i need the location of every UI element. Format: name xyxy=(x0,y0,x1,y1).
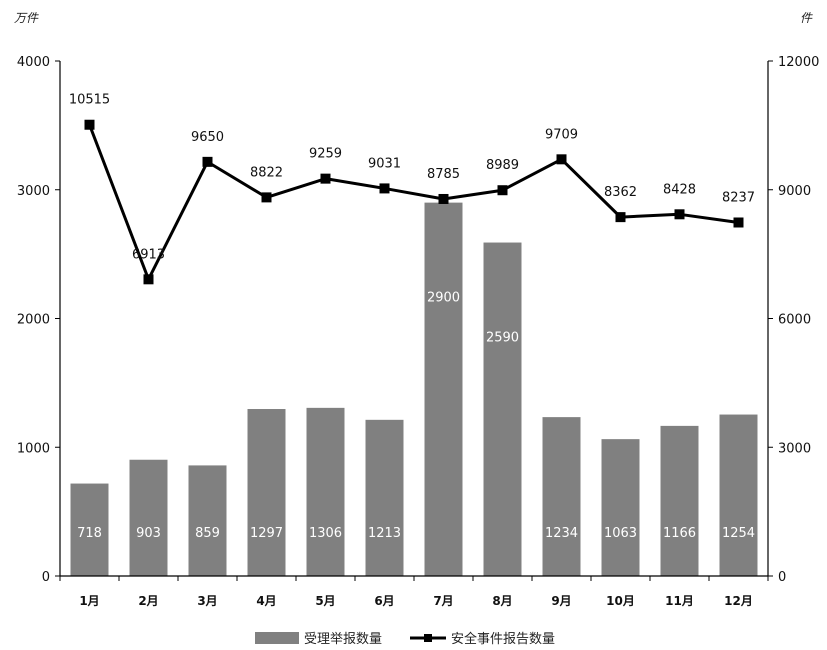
line-marker xyxy=(379,183,390,194)
left-tick-label: 2000 xyxy=(17,313,50,328)
line-value-label: 9031 xyxy=(368,156,401,171)
bar-value-label: 859 xyxy=(195,526,220,541)
category-label: 2月 xyxy=(138,594,158,608)
bar-value-label: 1063 xyxy=(604,526,637,541)
category-label: 8月 xyxy=(492,594,512,608)
category-label: 12月 xyxy=(724,594,753,608)
left-tick-label: 3000 xyxy=(17,184,50,199)
line-value-label: 8237 xyxy=(722,190,755,205)
left-unit-label: 万件 xyxy=(14,11,39,25)
left-tick-label: 4000 xyxy=(17,55,50,70)
category-label: 7月 xyxy=(433,594,453,608)
left-tick-label: 1000 xyxy=(17,441,50,456)
line-marker xyxy=(497,185,508,196)
bar xyxy=(542,417,581,576)
line-value-label: 9650 xyxy=(191,130,224,145)
category-label: 9月 xyxy=(551,594,571,608)
bar xyxy=(188,465,227,576)
line-marker xyxy=(733,217,744,228)
right-tick-label: 12000 xyxy=(778,55,819,70)
line-value-label: 8989 xyxy=(486,158,519,173)
category-label: 10月 xyxy=(606,594,635,608)
bar-series xyxy=(70,202,758,576)
bar-value-label: 903 xyxy=(136,526,161,541)
bar-value-label: 718 xyxy=(77,526,102,541)
line-series xyxy=(84,119,744,285)
bar-value-label: 2590 xyxy=(486,331,519,346)
category-label: 3月 xyxy=(197,594,217,608)
bar xyxy=(247,409,286,576)
left-tick-label: 0 xyxy=(42,570,50,585)
line-marker xyxy=(202,156,213,167)
bar-value-label: 2900 xyxy=(427,291,460,306)
line-value-label: 10515 xyxy=(69,93,110,108)
category-label: 4月 xyxy=(256,594,276,608)
bar-value-label: 1297 xyxy=(250,526,283,541)
line-marker xyxy=(143,274,154,285)
bar xyxy=(483,242,522,576)
line-marker xyxy=(438,193,449,204)
bar xyxy=(70,483,109,576)
left-axis-ticks: 0 1000 2000 3000 4000 xyxy=(17,55,60,585)
line-value-label: 6913 xyxy=(132,247,165,262)
bar xyxy=(660,425,699,576)
legend-bar-swatch xyxy=(255,632,299,644)
right-tick-label: 6000 xyxy=(778,313,811,328)
line-value-label: 8822 xyxy=(250,165,283,180)
bar xyxy=(306,407,345,576)
right-tick-label: 9000 xyxy=(778,184,811,199)
bar-value-labels: 718 903 859 1297 1306 1213 2900 2590 1234 1063 116… xyxy=(77,291,755,541)
line-path xyxy=(88,124,739,281)
legend-bar-label: 受理举报数量 xyxy=(304,632,382,647)
line-value-labels: 10515 6913 9650 8822 9259 9031 8785 8989 9709 836… xyxy=(69,93,755,263)
bar xyxy=(365,419,404,576)
bar-value-label: 1213 xyxy=(368,526,401,541)
bar-value-label: 1166 xyxy=(663,526,696,541)
line-value-label: 9259 xyxy=(309,147,342,162)
bar xyxy=(129,459,168,576)
right-tick-label: 0 xyxy=(778,570,786,585)
category-label: 5月 xyxy=(315,594,335,608)
bar xyxy=(601,439,640,576)
right-unit-label: 件 xyxy=(800,11,813,25)
line-marker xyxy=(84,119,95,130)
line-marker xyxy=(615,212,626,223)
bar xyxy=(424,202,463,576)
bar-value-label: 1306 xyxy=(309,526,342,541)
line-value-label: 8785 xyxy=(427,167,460,182)
category-label: 11月 xyxy=(665,594,694,608)
bar xyxy=(719,414,758,576)
line-value-label: 8428 xyxy=(663,182,696,197)
line-marker xyxy=(556,154,567,165)
right-axis-ticks: 0 3000 6000 9000 12000 xyxy=(768,55,819,585)
line-marker xyxy=(674,209,685,220)
legend-line-marker xyxy=(424,634,432,642)
bar-value-label: 1254 xyxy=(722,526,755,541)
category-label: 6月 xyxy=(374,594,394,608)
category-label: 1月 xyxy=(79,594,99,608)
line-marker xyxy=(261,192,272,203)
line-value-label: 9709 xyxy=(545,127,578,142)
line-value-label: 8362 xyxy=(604,185,637,200)
line-marker xyxy=(320,173,331,184)
bar-value-label: 1234 xyxy=(545,526,578,541)
right-tick-label: 3000 xyxy=(778,441,811,456)
category-labels: 1月 2月 3月 4月 5月 6月 7月 8月 9月 10月 11月 12月 xyxy=(59,576,769,608)
legend: 受理举报数量 安全事件报告数量 xyxy=(255,631,555,647)
legend-line-label: 安全事件报告数量 xyxy=(451,631,555,647)
